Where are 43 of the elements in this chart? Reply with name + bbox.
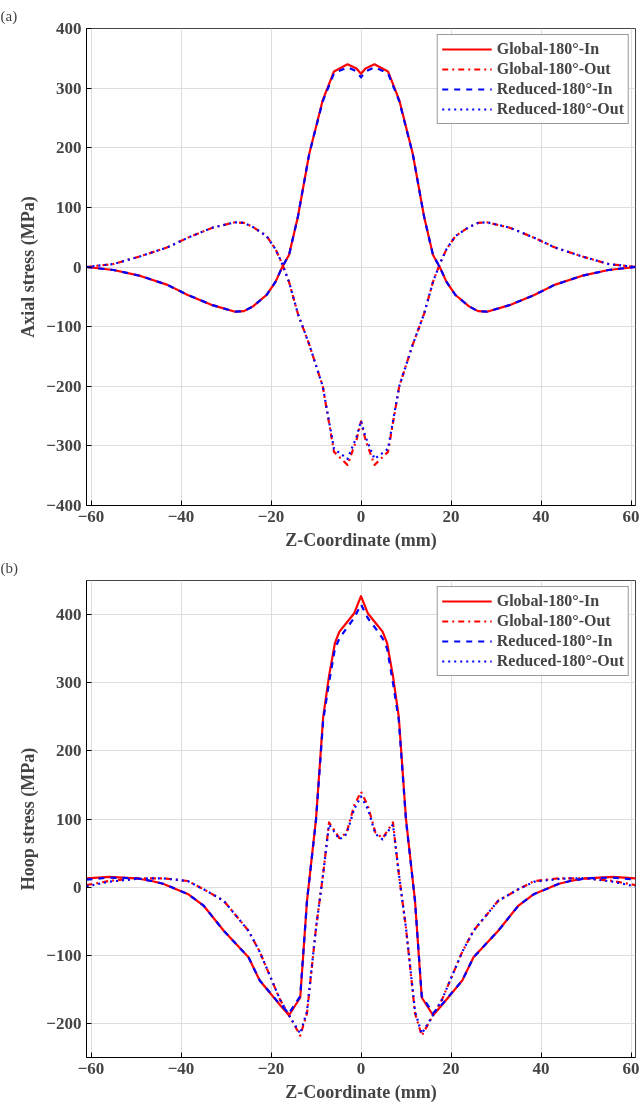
y-tick-label: 200: [56, 741, 82, 761]
y-tick-label: −100: [46, 317, 82, 337]
y-tick-label: 200: [56, 138, 82, 158]
x-tick-label: 60: [622, 506, 640, 526]
y-axis-title: Axial stress (MPa): [18, 196, 40, 338]
legend-label: Global-180°-In: [496, 40, 600, 58]
x-tick-label: −40: [167, 1058, 195, 1078]
y-tick-label: 300: [56, 673, 82, 693]
y-tick-label: −100: [46, 945, 82, 965]
y-tick-label: −200: [46, 1013, 82, 1033]
y-tick-label: 400: [56, 19, 82, 38]
text: (b): [0, 559, 18, 577]
y-tick-label: 100: [56, 809, 82, 829]
legend-label: Reduced-180°-In: [496, 632, 613, 650]
x-tick-label: 20: [442, 506, 460, 526]
x-tick-label: −40: [167, 506, 195, 526]
x-tick-label: −20: [257, 1058, 285, 1078]
x-tick-label: −60: [77, 1058, 105, 1078]
legend-label: Global-180°-Out: [496, 612, 611, 630]
x-tick-label: 0: [356, 1058, 366, 1078]
legend-label: Reduced-180°-Out: [496, 100, 624, 118]
legend-label: Reduced-180°-Out: [496, 652, 624, 670]
y-tick-label: −400: [46, 496, 82, 515]
y-tick-label: 100: [56, 197, 82, 217]
y-tick-label: 400: [56, 605, 82, 625]
y-axis-title: Hoop stress (MPa): [18, 747, 40, 891]
x-tick-label: 60: [622, 1058, 640, 1078]
y-tick-label: 0: [73, 877, 82, 897]
y-tick-label: −200: [46, 376, 82, 396]
x-tick-label: 40: [532, 506, 550, 526]
x-tick-label: 0: [356, 506, 366, 526]
y-tick-label: 300: [56, 78, 82, 98]
text: (a): [0, 7, 18, 25]
y-tick-label: 0: [73, 257, 82, 277]
x-tick-label: −20: [257, 506, 285, 526]
x-axis-title: Z-Coordinate (mm): [285, 529, 437, 551]
x-tick-label: 40: [532, 1058, 550, 1078]
legend-label: Reduced-180°-In: [496, 80, 613, 98]
x-tick-label: 20: [442, 1058, 460, 1078]
legend-label: Global-180°-Out: [496, 60, 611, 78]
x-axis-title: Z-Coordinate (mm): [285, 1081, 437, 1103]
y-tick-label: −300: [46, 436, 82, 456]
legend-label: Global-180°-In: [496, 592, 600, 610]
